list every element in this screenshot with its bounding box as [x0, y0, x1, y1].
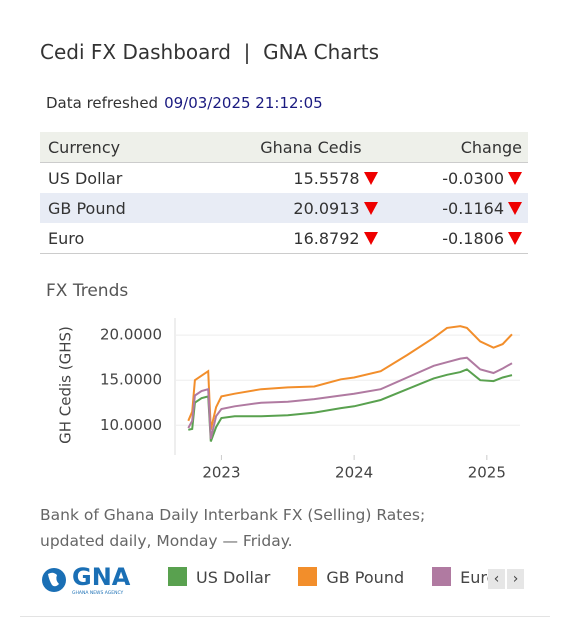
logo-tagline: GHANA NEWS AGENCY — [72, 590, 124, 596]
rates-table: Currency Ghana Cedis Change US Dollar 15.… — [40, 132, 528, 254]
cell-text: GB Pound — [48, 198, 126, 218]
logo-map — [48, 572, 59, 587]
table-row: Euro 16.8792 -0.1806 — [40, 223, 528, 254]
cell-text: 20.0913 — [293, 198, 360, 218]
series-line — [188, 368, 513, 442]
table-row: US Dollar 15.5578 -0.0300 — [40, 163, 528, 194]
legend: US Dollar GB Pound Euro — [168, 567, 488, 591]
series-line — [187, 325, 513, 431]
x-tick-label: 2025 — [468, 464, 506, 482]
table-cell: 16.8792 — [181, 223, 384, 254]
legend-swatch — [298, 567, 318, 586]
legend-label: US Dollar — [196, 568, 271, 587]
table-cell: 20.0913 — [181, 193, 384, 223]
table-cell: -0.1164 — [383, 193, 528, 223]
y-tick-label: 15.0000 — [100, 371, 162, 389]
y-tick-label: 20.0000 — [100, 326, 162, 344]
y-tick-label: 10.0000 — [100, 416, 162, 434]
chart-title: FX Trends — [46, 281, 128, 301]
table-cell: GB Pound — [40, 193, 182, 223]
prev-button[interactable]: ‹ — [488, 569, 505, 589]
table-cell: 15.5578 — [181, 163, 383, 194]
series-line — [187, 356, 513, 440]
cell-text: -0.0300 — [442, 168, 504, 188]
down-arrow — [508, 201, 522, 215]
down-arrow — [363, 231, 378, 245]
legend-swatch — [432, 567, 452, 586]
down-arrow — [508, 171, 522, 185]
table-cell: US Dollar — [40, 163, 181, 194]
cell-text: -0.1806 — [442, 228, 504, 248]
cell-text: 15.5578 — [293, 168, 360, 188]
legend-label: GB Pound — [326, 568, 405, 587]
legend-nav: ‹ › — [488, 568, 524, 589]
legend-item: US Dollar — [168, 567, 270, 587]
title: Cedi FX Dashboard | GNA Charts — [40, 40, 379, 64]
table-cell: Euro — [40, 223, 182, 254]
table-cell: -0.1806 — [383, 223, 528, 254]
logo-name: GNA — [72, 566, 131, 591]
legend-item: GB Pound — [298, 567, 404, 587]
legend-swatch — [168, 567, 187, 586]
cell-text: Euro — [48, 228, 85, 248]
refresh-time: 09/03/2025 21:12:05 — [164, 94, 323, 112]
cell-text: -0.1164 — [442, 198, 504, 218]
cell-text: 16.8792 — [293, 228, 360, 248]
down-arrow — [508, 231, 522, 245]
y-axis-label: GH Cedis (GHS) — [57, 326, 75, 444]
next-button[interactable]: › — [507, 569, 524, 589]
down-arrow — [363, 171, 378, 185]
legend-label: Euro — [460, 568, 488, 587]
x-tick-label: 2024 — [335, 464, 373, 482]
col-header: Change — [383, 132, 528, 163]
table-row: GB Pound 20.0913 -0.1164 — [40, 193, 528, 223]
col-header: Currency — [40, 132, 182, 163]
col-header: Ghana Cedis — [181, 132, 384, 163]
chart: FX Trends GH Cedis (GHS) 10.0000 15.0000 2… — [46, 281, 520, 482]
table-cell: -0.0300 — [384, 163, 528, 194]
footnote: Bank of Ghana Daily Interbank FX (Sellin… — [40, 506, 426, 550]
refresh-label: Data refreshed — [46, 94, 159, 112]
x-tick-label: 2023 — [202, 464, 240, 482]
refresh-info: Data refreshed 09/03/2025 21:12:05 — [46, 94, 323, 112]
divider — [20, 616, 550, 617]
logo: GNA GHANA NEWS AGENCY — [42, 566, 131, 596]
cell-text: US Dollar — [48, 168, 123, 188]
legend-item: Euro — [432, 567, 488, 587]
down-arrow — [363, 201, 378, 215]
